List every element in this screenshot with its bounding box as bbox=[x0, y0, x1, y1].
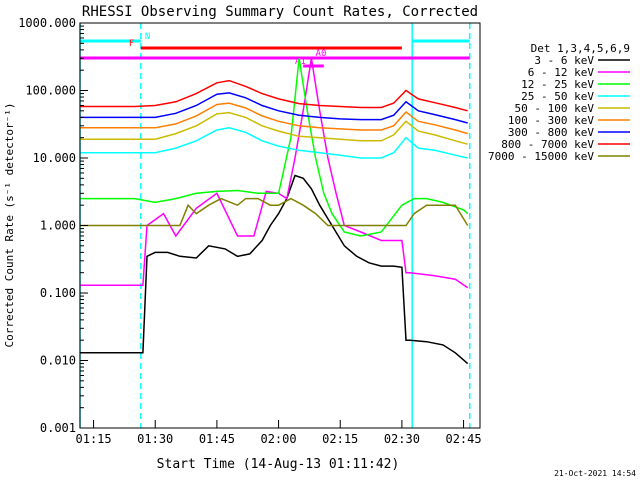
flag-label-a0: A0 bbox=[316, 49, 327, 59]
series-line-0 bbox=[80, 174, 469, 365]
legend-label-8: 7000 - 15000 keV bbox=[488, 150, 594, 163]
y-axis: 1000.000 100.000 10.000 1.000 0.100 0.010 0.00… bbox=[18, 16, 88, 435]
flag-label-f: F bbox=[129, 39, 134, 49]
y-tick-label-1: 100.000 bbox=[25, 84, 76, 98]
y-axis-label: Corrected Count Rate (s⁻¹ detector⁻¹) bbox=[3, 102, 16, 347]
y-tick-label-6: 0.001 bbox=[40, 421, 76, 435]
x-tick-label-0: 01:15 bbox=[76, 432, 112, 446]
legend-label-0: 3 - 6 keV bbox=[534, 54, 594, 67]
x-axis: 01:15 01:30 01:45 02:00 02:15 02:30 02:45 bbox=[76, 420, 482, 446]
legend-label-4: 50 - 100 keV bbox=[515, 102, 595, 115]
series-line-8 bbox=[80, 197, 469, 227]
y-tick-label-3: 1.000 bbox=[40, 219, 76, 233]
legend-label-2: 12 - 25 keV bbox=[521, 78, 594, 91]
x-axis-label: Start Time (14-Aug-13 01:11:42) bbox=[157, 457, 400, 472]
y-tick-label-5: 0.010 bbox=[40, 354, 76, 368]
y-tick-label-4: 0.100 bbox=[40, 286, 76, 300]
legend-label-6: 300 - 800 keV bbox=[508, 126, 594, 139]
x-tick-label-6: 02:45 bbox=[445, 432, 481, 446]
series-line-3 bbox=[80, 127, 468, 159]
legend-label-7: 800 - 7000 keV bbox=[501, 138, 594, 151]
series-line-6 bbox=[80, 92, 468, 124]
y-tick-label-2: 10.000 bbox=[33, 151, 76, 165]
legend-label-3: 25 - 50 keV bbox=[521, 90, 594, 103]
flag-label-n: N bbox=[145, 32, 150, 42]
chart-title: RHESSI Observing Summary Count Rates, Co… bbox=[82, 4, 478, 20]
x-tick-label-4: 02:15 bbox=[322, 432, 358, 446]
legend-label-5: 100 - 300 keV bbox=[508, 114, 594, 127]
series-line-5 bbox=[80, 102, 468, 135]
legend-label-1: 6 - 12 keV bbox=[528, 66, 595, 79]
x-tick-label-1: 01:30 bbox=[137, 432, 173, 446]
x-tick-label-5: 02:30 bbox=[384, 432, 420, 446]
y-tick-label-0: 1000.000 bbox=[18, 16, 76, 30]
series-line-2 bbox=[80, 58, 469, 237]
timestamp: 21-Oct-2021 14:54 bbox=[554, 469, 636, 478]
legend-title: Det 1,3,4,5,6,9 bbox=[531, 42, 630, 55]
series-line-7 bbox=[80, 79, 468, 112]
x-tick-label-3: 02:00 bbox=[260, 432, 296, 446]
x-tick-label-2: 01:45 bbox=[199, 432, 235, 446]
series-line-4 bbox=[80, 111, 468, 145]
